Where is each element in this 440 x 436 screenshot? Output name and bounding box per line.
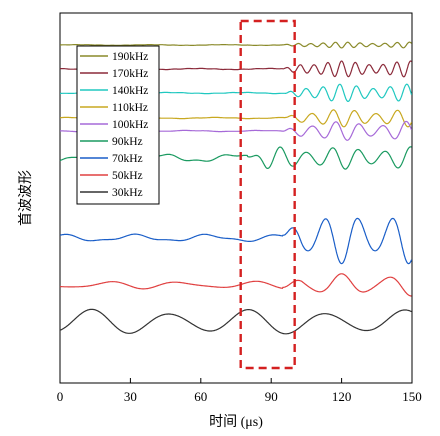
series-line-70kHz <box>59 217 413 265</box>
legend-label-70kHz: 70kHz <box>112 153 143 165</box>
x-tick-label-150: 150 <box>402 389 422 404</box>
legend-label-170kHz: 170kHz <box>112 68 148 80</box>
legend: 190kHz 170kHz 140kHz 110kHz 100kHz 90kHz 70kHz… <box>76 45 160 205</box>
x-axis-title: 时间 (μs) <box>209 414 263 430</box>
legend-label-30kHz: 30kHz <box>112 187 143 199</box>
highlight-region <box>239 19 296 370</box>
legend-label-100kHz: 100kHz <box>112 119 148 131</box>
x-axis: 0 30 60 90 120 150 <box>57 378 422 404</box>
x-tick-label-60: 60 <box>194 389 207 404</box>
legend-label-50kHz: 50kHz <box>112 170 143 182</box>
legend-label-190kHz: 190kHz <box>112 51 148 63</box>
series-line-190kHz <box>60 41 412 49</box>
series-line-30kHz <box>59 308 412 335</box>
legend-label-140kHz: 140kHz <box>112 85 148 97</box>
x-tick-label-0: 0 <box>57 389 64 404</box>
x-tick-label-30: 30 <box>124 389 137 404</box>
series-line-50kHz <box>59 273 412 297</box>
legend-label-110kHz: 110kHz <box>112 102 148 114</box>
x-tick-label-120: 120 <box>332 389 352 404</box>
x-tick-label-90: 90 <box>265 389 278 404</box>
y-axis-title: 首波波形 <box>18 170 34 226</box>
legend-label-90kHz: 90kHz <box>112 136 143 148</box>
